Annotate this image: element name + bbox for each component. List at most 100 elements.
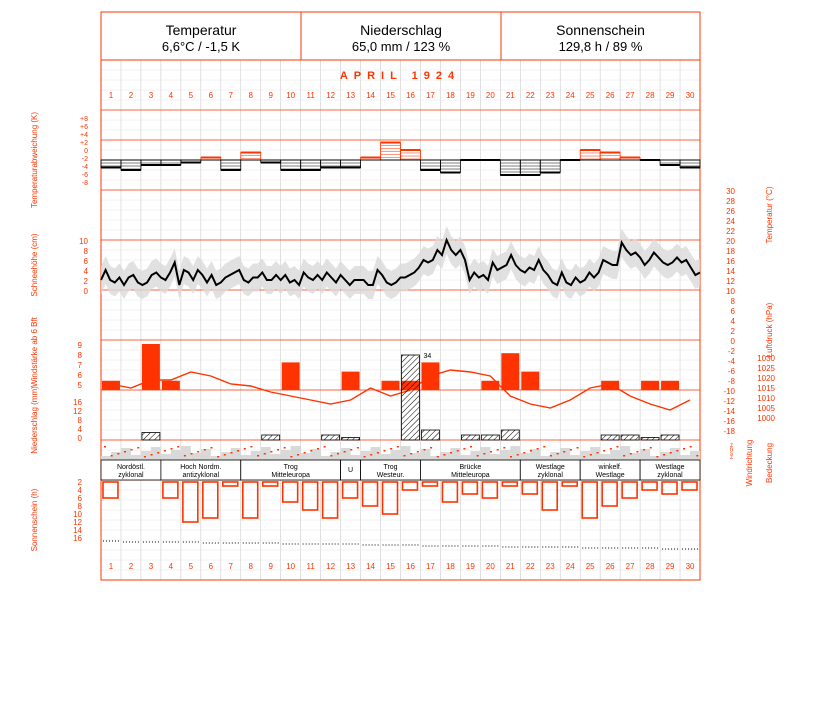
temp-anomaly-bar [499,159,521,176]
temp-anomaly-bar [100,159,122,168]
day-label-bottom: 10 [286,562,295,571]
cloud-cover-bar [640,449,651,460]
day-label-bottom: 16 [406,562,415,571]
day-label-bottom: 9 [268,562,273,571]
weather-type-label: Hoch Nordm. antizyklonal [180,464,221,479]
wind-direction-axis-label: Windrichtung [745,440,754,487]
cloud-cover-bar [440,452,451,460]
sunshine-tick: 16 [73,534,82,543]
sunshine-bar [661,481,678,495]
snow-depth-tick: 4 [84,267,89,276]
wind-bar [341,371,360,390]
cloud-cover-bar [620,446,631,460]
precipitation-annotation: 34 [423,353,431,360]
wind-direction-mark [177,446,180,448]
day-label-top: 1 [109,91,114,100]
wind-direction-mark [443,454,446,456]
temp-anomaly-tick: +4 [80,132,88,139]
sunshine-tick: 6 [78,494,83,503]
precipitation-tick: 8 [78,416,83,425]
wind-direction-mark [243,448,246,450]
wind-bar [501,353,520,390]
weather-type-label: Brücke Mitteleuropa [451,464,490,479]
day-label-top: 16 [406,91,415,100]
day-label-top: 3 [149,91,154,100]
day-label-top: 20 [486,91,495,100]
sunshine-bar [202,481,219,519]
temperature-tick: -2 [728,347,736,356]
snow-depth-tick: 10 [79,237,88,246]
day-label-bottom: 24 [566,562,575,571]
snow-depth-tick: 8 [84,247,89,256]
wind-direction-mark [410,453,413,455]
sunshine-bar [621,481,638,499]
precipitation-bar [321,434,340,441]
wind-direction-mark [104,446,106,448]
pressure-tick: 1000 [757,414,775,423]
weather-type-label: Westlage zyklonal [656,464,685,479]
temp-anomaly-bar [400,149,421,161]
cloud-cover-bar [400,446,411,460]
wind-direction-mark [430,447,433,449]
sunshine-bar [581,481,598,519]
wind-direction-mark [250,446,253,448]
wind-direction-mark [330,455,333,457]
temperature-tick: -4 [728,357,736,366]
day-label-bottom: 1 [109,562,114,571]
snow-depth-tick: 2 [84,277,89,286]
sunshine-bar [102,481,119,499]
day-label-bottom: 25 [586,562,595,571]
day-label-top: 14 [366,91,375,100]
sunshine-bar [361,481,379,507]
temperature-tick: -18 [723,427,735,436]
day-label-top: 11 [306,91,315,100]
temperature-tick: 22 [726,227,735,236]
temperature-tick: 30 [726,187,735,196]
cloud-cover-bar [120,448,131,460]
sunshine-tick: 14 [73,526,82,535]
wind-direction-mark [283,447,286,449]
wind-direction-mark [636,451,639,453]
wind-direction-mark [137,447,140,449]
wind-direction-mark [383,450,386,452]
month-title: APRIL 1924 [340,70,460,82]
wind-bar [601,380,620,390]
wind-direction-mark [556,453,559,455]
sunshine-bar [281,481,299,503]
cloud-cover-bar [200,449,211,460]
cloud-cover-bar [270,454,281,460]
wind-direction-mark [490,451,493,453]
temp-anomaly-bar [340,159,361,168]
wind-direction-mark [190,453,193,455]
weather-type-label: Trog Westeur. [377,464,405,479]
temperature-tick: -10 [723,387,735,396]
header-sunshine: Sonnenschein 129,8 h / 89 % [501,12,700,60]
wind-direction-mark [683,448,686,450]
wind-direction-mark [163,450,166,452]
pressure-tick: 1015 [757,384,775,393]
day-label-bottom: 30 [686,562,695,571]
wind-direction-mark [370,454,373,456]
cloud-cover-bar [690,451,700,460]
wind-direction-mark [569,449,572,451]
day-label-bottom: 13 [346,562,355,571]
pressure-tick: 1030 [757,354,775,363]
day-label-bottom: 7 [229,562,234,571]
wind-direction-mark [117,453,120,455]
sunshine-tick: 10 [73,510,82,519]
day-label-top: 22 [526,91,535,100]
header-sunshine-value: 129,8 h / 89 % [558,39,643,54]
day-label-bottom: 5 [189,562,194,571]
temperature-tick: 18 [726,247,735,256]
temperature-tick: 14 [726,267,735,276]
wind-direction-tick: n [730,447,733,453]
day-label-top: 6 [209,91,214,100]
wind-direction-mark [143,456,146,458]
wind-direction-mark [436,456,439,458]
day-label-bottom: 22 [526,562,535,571]
wind-direction-mark [509,456,512,458]
precipitation-bar [660,434,680,441]
wind-direction-mark [183,455,186,457]
weather-type-label: Westlage zyklonal [536,464,565,479]
cloud-cover-bar [580,451,591,460]
